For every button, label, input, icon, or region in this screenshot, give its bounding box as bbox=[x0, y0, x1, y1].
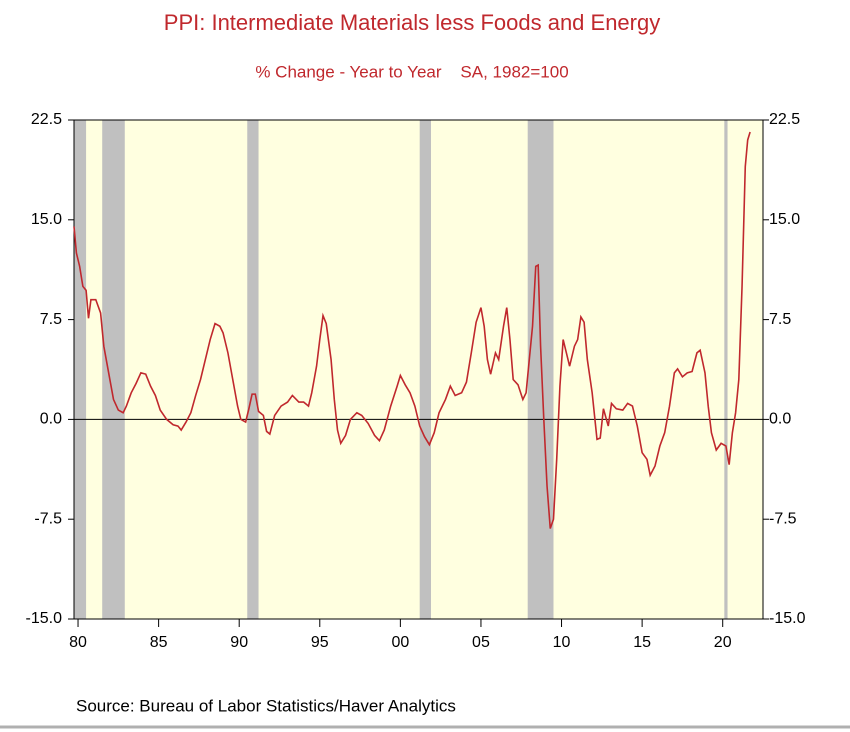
y2-tick-label: 15.0 bbox=[769, 211, 800, 228]
y-tick-label: -15.0 bbox=[26, 610, 63, 627]
x-tick-label: 85 bbox=[150, 634, 168, 651]
x-tick-label: 10 bbox=[553, 634, 571, 651]
chart-title: PPI: Intermediate Materials less Foods a… bbox=[164, 10, 660, 35]
y2-tick-label: -15.0 bbox=[769, 610, 806, 627]
y2-tick-label: 7.5 bbox=[769, 311, 791, 328]
y-tick-label: 7.5 bbox=[40, 311, 62, 328]
data-line bbox=[73, 131, 751, 529]
x-tick-label: 90 bbox=[230, 634, 248, 651]
y-tick-label: 0.0 bbox=[40, 411, 62, 428]
plot-frame bbox=[73, 119, 764, 620]
y2-tick-label: -7.5 bbox=[769, 510, 797, 527]
x-tick-label: 05 bbox=[472, 634, 490, 651]
recession-band bbox=[724, 120, 728, 619]
chart-subtitle: % Change - Year to Year SA, 1982=100 bbox=[255, 62, 568, 81]
recession-band bbox=[247, 120, 259, 619]
recession-band bbox=[419, 120, 431, 619]
x-tick-label: 80 bbox=[69, 634, 87, 651]
y-tick-label: 15.0 bbox=[31, 211, 62, 228]
y2-tick-label: 0.0 bbox=[769, 411, 791, 428]
x-tick-label: 00 bbox=[391, 634, 409, 651]
y-tick-label: -7.5 bbox=[34, 510, 62, 527]
plot-background bbox=[74, 120, 763, 619]
x-tick-label: 15 bbox=[633, 634, 651, 651]
y2-tick-label: 22.5 bbox=[769, 111, 800, 128]
x-tick-label: 95 bbox=[311, 634, 329, 651]
recession-band bbox=[102, 120, 125, 619]
recession-band bbox=[74, 120, 87, 619]
x-tick-label: 20 bbox=[714, 634, 732, 651]
y-tick-label: 22.5 bbox=[31, 111, 62, 128]
recession-band bbox=[527, 120, 554, 619]
source-note: Source: Bureau of Labor Statistics/Haver… bbox=[76, 696, 456, 715]
